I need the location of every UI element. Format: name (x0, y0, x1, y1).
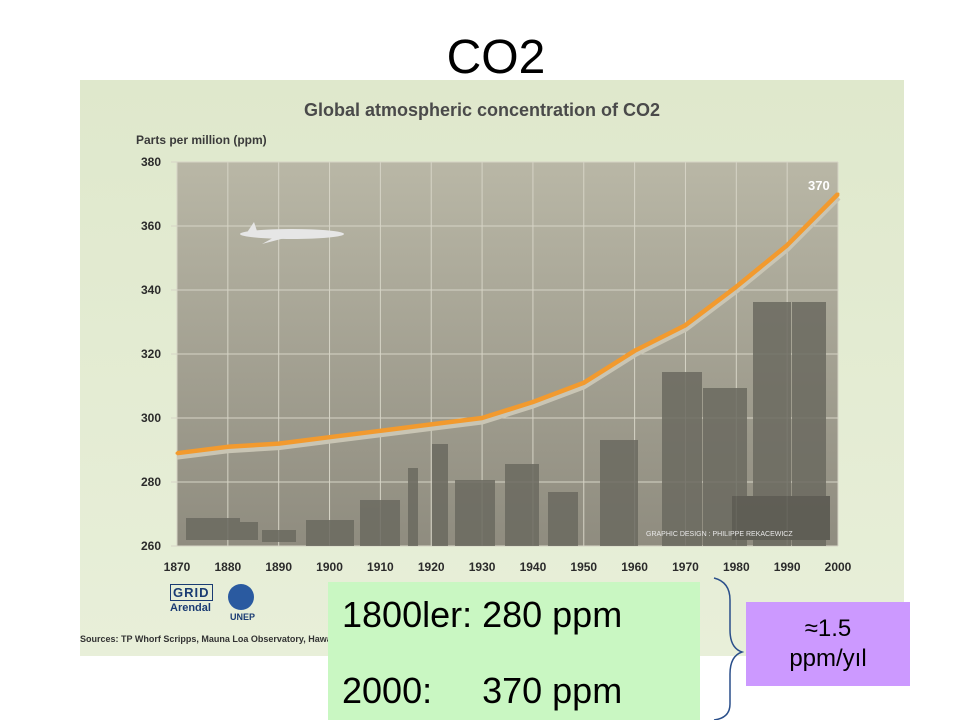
grid-logo: GRID (170, 584, 213, 601)
y-tick-label-260: 260 (141, 539, 161, 553)
y-tick-label-380: 380 (141, 155, 161, 169)
industrial-skyline-illustration (186, 302, 830, 546)
data-point-1870 (175, 451, 179, 455)
x-tick-label-1930: 1930 (469, 560, 496, 574)
data-point-1950 (582, 381, 586, 385)
annotation-370: 370 (808, 178, 830, 193)
chart-title: Global atmospheric concentration of CO2 (304, 100, 661, 120)
series-shadow (176, 194, 841, 460)
info-2000: 2000: 370 ppm (342, 670, 623, 711)
rate-box: ≈1.5 ppm/yıl (746, 602, 910, 686)
data-point-1900 (328, 435, 332, 439)
x-tick-label-1920: 1920 (418, 560, 445, 574)
rate-value: ≈1.5 (804, 615, 852, 642)
x-tick-label-1970: 1970 (672, 560, 699, 574)
data-point-1980 (734, 285, 738, 289)
series-line (176, 192, 840, 456)
info-1800: 1800ler: 280 ppm (342, 594, 623, 635)
data-point-1880 (226, 445, 230, 449)
x-tick-label-1940: 1940 (520, 560, 547, 574)
data-point-1890 (277, 442, 281, 446)
rate-unit: ppm/yıl (789, 645, 867, 672)
data-point-1960 (633, 349, 637, 353)
arendal-label: Arendal (170, 602, 211, 614)
y-tick-label-320: 320 (141, 347, 161, 361)
data-point-1940 (531, 400, 535, 404)
y-tick-label-280: 280 (141, 475, 161, 489)
data-point-1990 (785, 243, 789, 247)
sources-text: Sources: TP Whorf Scripps, Mauna Loa Obs… (80, 634, 328, 644)
x-tick-label-2000: 2000 (825, 560, 852, 574)
y-tick-label-340: 340 (141, 283, 161, 297)
y-axis-label: Parts per million (ppm) (136, 133, 267, 147)
x-tick-label-1870: 1870 (164, 560, 191, 574)
y-tick-label-300: 300 (141, 411, 161, 425)
data-point-1970 (683, 323, 687, 327)
x-tick-label-1950: 1950 (570, 560, 597, 574)
data-point-1910 (378, 429, 382, 433)
x-tick-label-1890: 1890 (265, 560, 292, 574)
airplane-icon (240, 222, 344, 244)
graphic-credit: GRAPHIC DESIGN : PHILIPPE REKACEWICZ (646, 531, 793, 538)
logos: GRID Arendal UNEP (170, 584, 255, 622)
x-tick-label-1910: 1910 (367, 560, 394, 574)
info-box: 1800ler: 280 ppm 2000: 370 ppm (328, 582, 700, 720)
slide-title: CO2 (446, 31, 546, 84)
x-tick-label-1990: 1990 (774, 560, 801, 574)
x-tick-label-1980: 1980 (723, 560, 750, 574)
x-tick-label-1880: 1880 (214, 560, 241, 574)
data-point-1930 (480, 416, 484, 420)
y-tick-label-360: 360 (141, 219, 161, 233)
x-tick-label-1900: 1900 (316, 560, 343, 574)
data-point-1920 (429, 422, 433, 426)
unep-label: UNEP (230, 612, 256, 622)
unep-logo-icon (228, 584, 254, 610)
data-point-2000 (836, 192, 840, 196)
x-tick-label-1960: 1960 (621, 560, 648, 574)
